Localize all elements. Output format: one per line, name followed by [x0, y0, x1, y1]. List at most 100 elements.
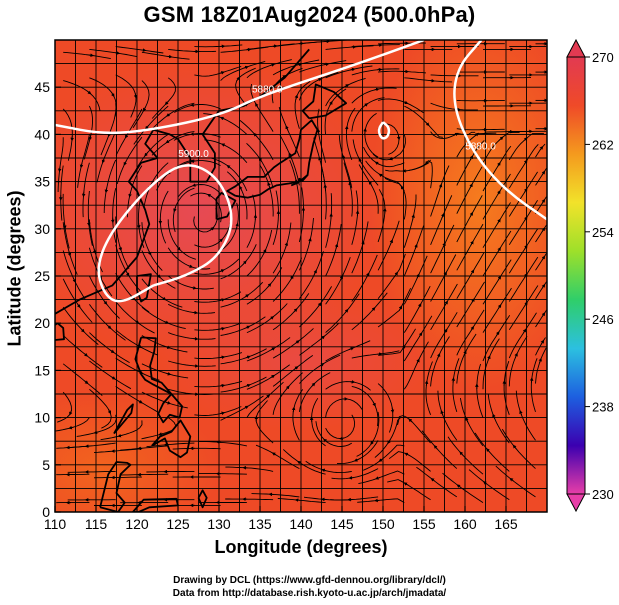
streamline: [225, 466, 274, 472]
streamline-arrow: [166, 401, 172, 405]
y-tick-15: 15: [34, 362, 61, 378]
y-tick-label: 30: [34, 221, 50, 237]
streamline-arrow: [219, 116, 225, 121]
streamline-arrow: [375, 476, 381, 480]
streamline-arrow: [290, 275, 294, 280]
streamline: [495, 465, 536, 498]
chart-title: GSM 18Z01Aug2024 (500.0hPa): [143, 2, 476, 27]
streamline: [299, 286, 332, 328]
streamline: [133, 105, 169, 145]
streamline: [403, 225, 425, 277]
streamline-arrow: [218, 238, 224, 243]
streamline: [474, 432, 510, 472]
streamline: [167, 303, 216, 314]
streamline: [298, 372, 331, 412]
streamline: [508, 256, 539, 302]
streamline-arrow: [294, 366, 299, 370]
streamline-arrow: [378, 458, 384, 462]
contour-line-1: [97, 164, 233, 303]
streamline: [63, 51, 111, 60]
streamline-arrow: [69, 410, 73, 416]
streamline: [96, 131, 117, 183]
colorbar-tick-270: 270: [585, 50, 614, 65]
streamline-arrow: [499, 136, 504, 141]
streamline: [356, 411, 380, 457]
contour-line-3: [453, 40, 547, 221]
streamline-arrow: [394, 271, 399, 277]
x-tick-label: 145: [330, 516, 354, 532]
streamline-arrow: [281, 75, 287, 79]
streamline-arrow: [308, 237, 312, 244]
streamline: [508, 336, 528, 387]
streamline: [141, 335, 188, 353]
streamline: [141, 51, 190, 60]
streamline: [456, 140, 485, 186]
contour-label: 5880.0: [252, 85, 283, 96]
streamline: [343, 162, 353, 217]
streamline-arrow: [433, 444, 438, 450]
height-contours: 5880.0 5900.0 5880.0: [55, 40, 547, 303]
streamline-arrow: [236, 76, 241, 82]
contour-line-0: [55, 40, 425, 135]
streamline-arrow: [495, 331, 500, 336]
streamline: [456, 166, 483, 214]
y-tick-45: 45: [34, 79, 61, 95]
streamline-arrow: [425, 160, 429, 165]
y-axis-label: Latitude (degrees): [4, 190, 25, 347]
y-tick-label: 40: [34, 126, 50, 142]
streamline: [447, 436, 484, 475]
streamline: [204, 139, 248, 164]
streamline: [358, 164, 379, 214]
streamline: [246, 142, 274, 189]
streamline: [325, 398, 363, 418]
streamline: [325, 45, 374, 50]
streamline-arrow: [220, 383, 226, 388]
streamline-arrow: [316, 128, 321, 135]
streamline: [330, 496, 379, 501]
streamline-arrow: [86, 90, 92, 95]
streamline-arrow: [244, 294, 250, 298]
streamline: [250, 84, 274, 132]
y-tick-label: 15: [34, 362, 50, 378]
streamline: [190, 192, 222, 223]
streamline-arrow: [173, 206, 177, 213]
streamline: [115, 46, 164, 54]
streamline-arrow: [80, 328, 85, 333]
streamline-arrow: [265, 394, 271, 399]
streamline-arrow: [540, 339, 545, 345]
streamline: [482, 314, 511, 362]
streamline: [372, 134, 406, 161]
streamline: [456, 223, 484, 271]
coastline-segment: [215, 192, 237, 221]
streamline-arrow: [269, 316, 275, 320]
streamline: [141, 278, 183, 308]
grid-lines: [55, 40, 547, 512]
streamline: [173, 133, 221, 141]
streamline: [430, 195, 453, 245]
y-tick-30: 30: [34, 221, 61, 237]
streamline: [194, 44, 243, 48]
streamline: [482, 287, 512, 333]
streamline: [89, 48, 138, 58]
streamline-arrow: [93, 430, 99, 434]
streamline-arrow: [514, 352, 518, 358]
plot-area: 5880.0 5900.0 5880.0: [55, 40, 547, 512]
colorbar-tick-254: 254: [585, 225, 614, 240]
streamline-arrow: [267, 181, 271, 188]
streamline: [430, 74, 479, 77]
streamline: [194, 258, 240, 275]
streamline: [292, 389, 304, 441]
streamline: [351, 350, 400, 359]
streamline: [416, 466, 458, 498]
streamline: [194, 221, 232, 248]
streamline: [508, 228, 539, 274]
streamline-arrow: [329, 100, 333, 106]
y-tick-0: 0: [42, 504, 61, 520]
streamline: [88, 275, 120, 319]
coastline-segment: [301, 83, 347, 120]
streamline: [210, 157, 248, 192]
streamline: [225, 498, 274, 501]
streamline: [315, 421, 353, 447]
streamline-arrow: [486, 448, 490, 453]
streamline-arrow: [334, 243, 339, 249]
